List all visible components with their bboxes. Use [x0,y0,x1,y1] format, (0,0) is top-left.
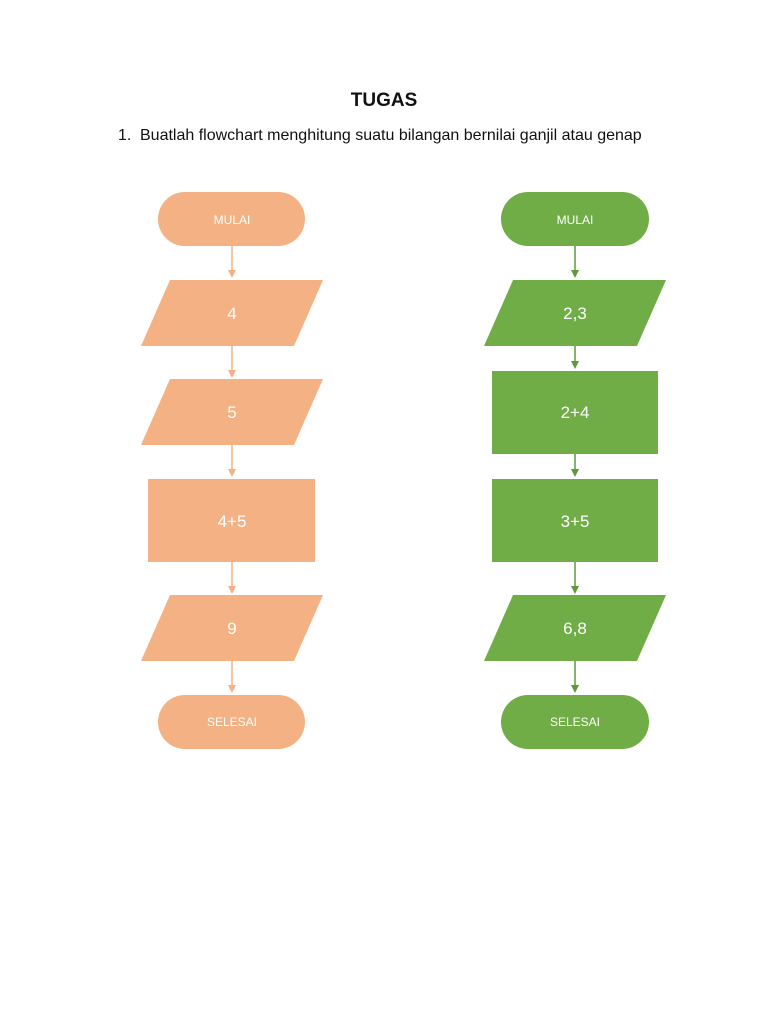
start-terminator: MULAI [501,192,649,246]
end-terminator: SELESAI [501,695,649,749]
start-label: MULAI [557,213,594,227]
end-label: SELESAI [207,715,257,729]
process-label: 4+5 [218,512,247,531]
input-parallelogram: 5 [141,379,323,445]
input-label: 4 [227,304,236,323]
process-box: 3+5 [492,479,658,562]
input-label: 2,3 [563,304,587,323]
output-label: 6,8 [563,619,587,638]
end-label: SELESAI [550,715,600,729]
process-label: 2+4 [561,403,590,422]
output-parallelogram: 6,8 [484,595,666,661]
flowchart-left: MULAI 4 5 4+5 9 SELESAI [141,192,323,749]
input-label: 5 [227,403,236,422]
end-terminator: SELESAI [158,695,305,749]
page-title: TUGAS [350,90,418,111]
input-parallelogram: 4 [141,280,323,346]
start-label: MULAI [214,213,251,227]
task-text: Buatlah flowchart menghitung suatu bilan… [140,127,642,144]
process-box: 4+5 [148,479,315,562]
start-terminator: MULAI [158,192,305,246]
input-parallelogram: 2,3 [484,280,666,346]
task-number: 1. [118,127,132,144]
flowchart-right: MULAI 2,3 2+4 3+5 6,8 SELESAI [484,192,666,749]
output-parallelogram: 9 [141,595,323,661]
task-item: 1. Buatlah flowchart menghitung suatu bil… [118,127,642,145]
process-box: 2+4 [492,371,658,454]
output-label: 9 [227,619,236,638]
process-label: 3+5 [561,512,590,531]
